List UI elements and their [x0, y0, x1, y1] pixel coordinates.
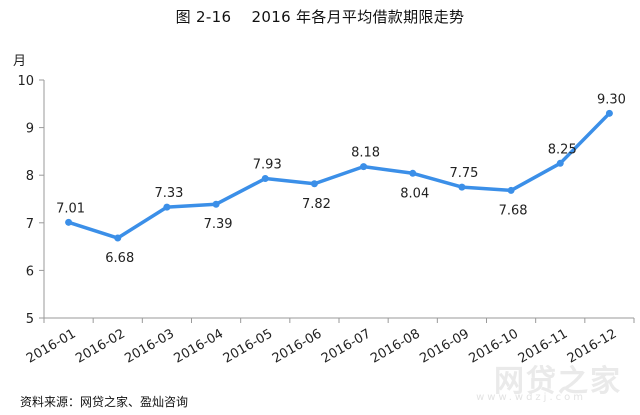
data-point [163, 203, 171, 211]
x-tick-label: 2016-09 [417, 326, 472, 366]
data-label: 7.33 [154, 186, 183, 201]
data-point [458, 183, 466, 191]
data-label: 7.39 [204, 217, 233, 232]
y-tick-label: 5 [26, 312, 34, 327]
data-label: 8.25 [548, 142, 577, 157]
watermark-logo: 网贷之家 [494, 364, 622, 399]
x-tick-label: 2016-02 [73, 326, 128, 366]
x-tick-label: 2016-05 [221, 326, 276, 366]
x-tick-label: 2016-08 [368, 326, 423, 366]
x-tick-label: 2016-06 [270, 326, 325, 366]
y-tick-label: 8 [26, 169, 34, 184]
data-label: 6.68 [105, 251, 134, 266]
data-point [65, 218, 73, 226]
y-tick-label: 10 [17, 74, 34, 89]
data-point [556, 159, 564, 167]
data-point [114, 234, 122, 242]
y-tick-label: 9 [26, 122, 34, 137]
data-label: 8.18 [351, 146, 380, 161]
chart-title: 图 2-16 2016 年各月平均借款期限走势 [175, 8, 465, 26]
data-label: 7.68 [499, 203, 528, 218]
x-tick-label: 2016-03 [122, 326, 177, 366]
x-tick-label: 2016-01 [24, 326, 79, 366]
x-tick-label: 2016-07 [319, 326, 374, 366]
data-label: 7.82 [302, 197, 331, 212]
data-point [360, 163, 368, 171]
source-note: 资料来源：网贷之家、盈灿咨询 [20, 395, 189, 409]
y-tick-label: 7 [26, 217, 34, 232]
x-tick-label: 2016-04 [172, 326, 227, 366]
y-axis-unit-label: 月 [13, 54, 27, 69]
data-point [261, 175, 269, 183]
data-label: 9.30 [597, 92, 626, 107]
series-line [66, 111, 612, 240]
data-label: 7.75 [449, 166, 478, 181]
data-point [212, 200, 220, 208]
data-point [605, 109, 613, 117]
y-tick-label: 6 [26, 264, 34, 279]
data-point [507, 186, 515, 194]
data-label: 7.01 [56, 201, 85, 216]
watermark-url: www.wdzj.com [476, 392, 586, 403]
data-point [310, 180, 318, 188]
data-label: 8.04 [400, 186, 429, 201]
data-label: 7.93 [253, 158, 282, 173]
data-point [409, 169, 417, 177]
